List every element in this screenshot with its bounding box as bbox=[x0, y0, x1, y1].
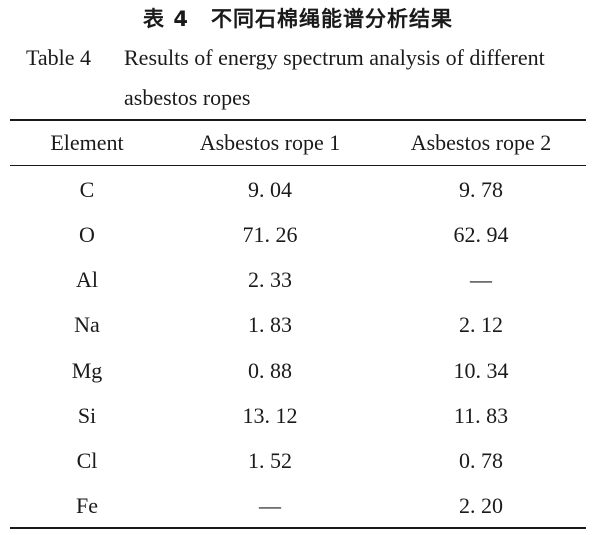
table-caption-chinese: 表 4 不同石棉绳能谱分析结果 bbox=[0, 4, 596, 34]
table-title-english: Results of energy spectrum analysis of d… bbox=[124, 45, 545, 110]
table-title-chinese: 不同石棉绳能谱分析结果 bbox=[210, 7, 453, 31]
table-row: Cl 1. 52 0. 78 bbox=[10, 439, 586, 484]
table-top-rule bbox=[10, 119, 586, 121]
table-row: Al 2. 33 — bbox=[10, 258, 586, 303]
cell-rope-1: — bbox=[259, 493, 281, 519]
table-header: Element Asbestos rope 1 Asbestos rope 2 bbox=[10, 121, 586, 165]
cell-rope-1: 1. 83 bbox=[248, 312, 292, 338]
cell-rope-1: 0. 88 bbox=[248, 357, 292, 383]
cell-element: O bbox=[79, 221, 95, 247]
header-element: Element bbox=[50, 130, 124, 155]
cell-element: Cl bbox=[76, 448, 98, 474]
table-row: Mg 0. 88 10. 34 bbox=[10, 348, 586, 393]
header-asbestos-rope-1: Asbestos rope 1 bbox=[199, 130, 341, 155]
cell-rope-2: 11. 83 bbox=[453, 402, 509, 428]
cell-rope-1: 9. 04 bbox=[248, 176, 292, 202]
table-row: Si 13. 12 11. 83 bbox=[10, 393, 586, 438]
cell-element: Na bbox=[74, 312, 100, 338]
header-asbestos-rope-2: Asbestos rope 2 bbox=[410, 130, 552, 155]
cell-element: Al bbox=[76, 267, 98, 293]
table-row: C 9. 04 9. 78 bbox=[10, 167, 586, 212]
table-body: C 9. 04 9. 78 O 71. 26 62. 94 Al 2. 33 —… bbox=[10, 167, 586, 529]
cell-rope-2: 2. 12 bbox=[459, 312, 503, 338]
table-number-english: Table 4 bbox=[26, 45, 92, 70]
table-caption-english: Table 4 Results of energy spectrum analy… bbox=[26, 38, 586, 118]
table-bottom-rule bbox=[10, 527, 586, 529]
table-number-chinese: 表 4 bbox=[143, 7, 189, 31]
cell-rope-1: 71. 26 bbox=[242, 221, 298, 247]
cell-element: Si bbox=[77, 402, 97, 428]
table-row: Na 1. 83 2. 12 bbox=[10, 303, 586, 348]
table-header-rule bbox=[10, 165, 586, 166]
cell-rope-2: 0. 78 bbox=[459, 448, 503, 474]
cell-element: Mg bbox=[71, 357, 103, 383]
cell-rope-1: 1. 52 bbox=[248, 448, 292, 474]
cell-rope-2: 62. 94 bbox=[453, 221, 509, 247]
table-row: Fe — 2. 20 bbox=[10, 484, 586, 529]
table-row: O 71. 26 62. 94 bbox=[10, 212, 586, 257]
cell-rope-2: 10. 34 bbox=[453, 357, 509, 383]
cell-rope-2: — bbox=[470, 267, 492, 293]
cell-element: C bbox=[79, 176, 95, 202]
cell-rope-2: 9. 78 bbox=[459, 176, 503, 202]
cell-element: Fe bbox=[76, 493, 98, 519]
header-row: Element Asbestos rope 1 Asbestos rope 2 bbox=[10, 121, 586, 165]
cell-rope-2: 2. 20 bbox=[459, 493, 503, 519]
cell-rope-1: 2. 33 bbox=[248, 267, 292, 293]
cell-rope-1: 13. 12 bbox=[242, 402, 298, 428]
